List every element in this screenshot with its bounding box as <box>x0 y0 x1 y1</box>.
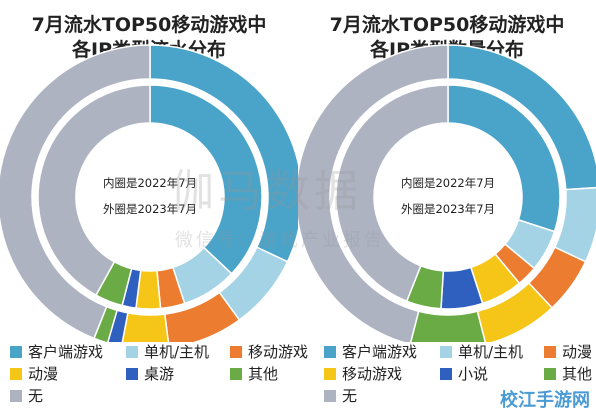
legend-label: 无 <box>342 387 358 405</box>
legend-label: 移动游戏 <box>342 365 403 383</box>
legend-swatch <box>544 346 556 358</box>
chart-legend-revenue: 客户端游戏 单机/主机 移动游戏动漫 桌游 其他无 <box>0 342 308 412</box>
legend-swatch <box>126 346 138 358</box>
inner-ring-slice-6 <box>37 84 151 297</box>
legend-swatch <box>544 368 556 380</box>
outer-ring-slice-6 <box>0 44 151 340</box>
chart-title-line1: 7月流水TOP50移动游戏中 <box>329 14 565 36</box>
outer-ring-slice-6 <box>298 44 449 342</box>
inner-ring-slice-6 <box>335 84 449 303</box>
legend-swatch <box>230 346 242 358</box>
chart-title-line1: 7月流水TOP50移动游戏中 <box>31 14 267 36</box>
legend-swatch <box>324 390 336 402</box>
outer-ring-slice-5 <box>409 310 487 342</box>
legend-swatch <box>10 368 22 380</box>
legend-swatch <box>230 368 242 380</box>
legend-label: 其他 <box>248 365 279 383</box>
center-label: 内圈是2022年7月 <box>103 176 197 190</box>
legend-label: 动漫 <box>28 365 59 383</box>
legend-swatch <box>10 390 22 402</box>
chart-panel-count: 7月流水TOP50移动游戏中 各IP类型数量分布 内圈是2022年7月外圈是20… <box>298 0 596 413</box>
legend-swatch <box>440 368 452 380</box>
inner-ring-slice-0 <box>149 84 263 275</box>
legend-label: 客户端游戏 <box>28 343 104 361</box>
legend-label: 其他 <box>562 365 593 383</box>
center-label: 外圈是2023年7月 <box>103 202 197 216</box>
chart-panel-revenue: 7月流水TOP50移动游戏中 各IP类型流水分布 内圈是2022年7月外圈是20… <box>0 14 308 412</box>
legend-label: 客户端游戏 <box>342 343 418 361</box>
legend-label: 移动游戏 <box>248 343 309 361</box>
legend-label: 无 <box>28 387 44 405</box>
legend-swatch <box>440 346 452 358</box>
center-label: 内圈是2022年7月 <box>401 176 495 190</box>
legend-swatch <box>324 346 336 358</box>
legend-label: 动漫 <box>562 343 593 361</box>
center-label: 外圈是2023年7月 <box>401 202 495 216</box>
legend-label: 单机/主机 <box>144 343 210 361</box>
legend-label: 小说 <box>458 365 489 383</box>
outer-ring-slice-0 <box>447 44 596 191</box>
legend-label: 单机/主机 <box>458 343 524 361</box>
legend-swatch <box>324 368 336 380</box>
legend-label: 桌游 <box>144 365 175 383</box>
outer-ring-slice-3 <box>121 312 170 342</box>
legend-swatch <box>126 368 138 380</box>
legend-swatch <box>10 346 22 358</box>
chart-legend-count: 客户端游戏 单机/主机 动漫移动游戏 小说 其他无 <box>298 342 596 412</box>
